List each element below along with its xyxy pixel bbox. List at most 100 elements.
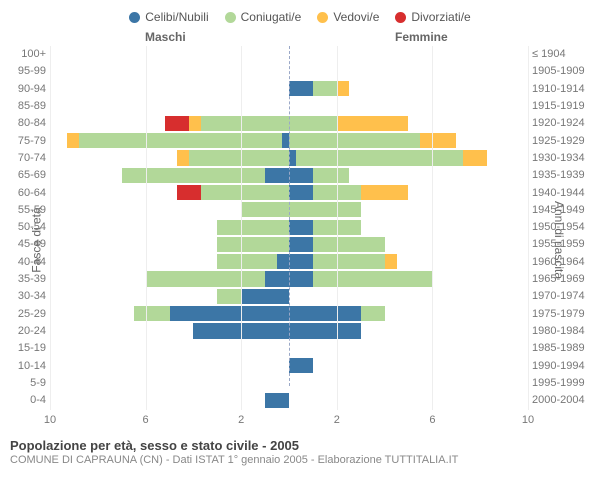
bar-female-single [289, 185, 313, 200]
birth-year-label: 1905-1909 [532, 66, 600, 77]
bar-male-single [265, 393, 289, 408]
birth-year-label: 1950-1954 [532, 222, 600, 233]
bar-female-married [313, 271, 433, 286]
bar-female-widowed [463, 150, 487, 165]
legend-label: Celibi/Nubili [145, 10, 208, 24]
bar-female-single [289, 237, 313, 252]
chart-area: Fasce di età Anni di nascita 100+95-9990… [0, 46, 600, 434]
bar-male-single [265, 168, 289, 183]
birth-year-label: 1910-1914 [532, 84, 600, 95]
bar-female-single [289, 271, 313, 286]
age-label: 0-4 [0, 395, 46, 406]
birth-year-label: 1985-1989 [532, 343, 600, 354]
bar-male-married [217, 220, 289, 235]
age-label: 90-94 [0, 84, 46, 95]
age-label: 35-39 [0, 274, 46, 285]
gridline [146, 46, 147, 410]
age-label: 15-19 [0, 343, 46, 354]
gridline [528, 46, 529, 410]
age-label: 55-59 [0, 205, 46, 216]
age-label: 30-34 [0, 291, 46, 302]
male-header: Maschi [145, 30, 186, 44]
bar-male-single [265, 271, 289, 286]
bar-male-single [277, 254, 289, 269]
bar-male-married [241, 202, 289, 217]
bar-female-married [313, 168, 349, 183]
legend-swatch [395, 12, 406, 23]
chart-subtitle: COMUNE DI CAPRAUNA (CN) - Dati ISTAT 1° … [10, 454, 590, 466]
chart-title: Popolazione per età, sesso e stato civil… [10, 438, 590, 453]
age-label: 25-29 [0, 309, 46, 320]
x-tick-label: 6 [143, 414, 149, 426]
age-label: 100+ [0, 49, 46, 60]
bar-female-single [289, 306, 361, 321]
birth-year-label: 1980-1984 [532, 326, 600, 337]
age-label: 70-74 [0, 153, 46, 164]
legend-swatch [129, 12, 140, 23]
legend-item: Coniugati/e [225, 10, 302, 24]
x-tick-label: 10 [522, 414, 534, 426]
age-label: 20-24 [0, 326, 46, 337]
population-row [50, 392, 528, 409]
birth-year-label: 1920-1924 [532, 118, 600, 129]
birth-year-label: 1975-1979 [532, 309, 600, 320]
plot-area [50, 46, 528, 410]
age-label: 65-69 [0, 170, 46, 181]
female-header: Femmine [395, 30, 448, 44]
legend-item: Vedovi/e [317, 10, 379, 24]
centerline [289, 46, 290, 386]
bar-male-single [241, 289, 289, 304]
bar-female-single [289, 358, 313, 373]
bar-female-single [289, 81, 313, 96]
bar-male-divorced [165, 116, 189, 131]
birth-year-label: 2000-2004 [532, 395, 600, 406]
birth-year-label: 1935-1939 [532, 170, 600, 181]
birth-year-label: 1945-1949 [532, 205, 600, 216]
x-tick-label: 6 [429, 414, 435, 426]
x-tick-label: 2 [334, 414, 340, 426]
bar-male-widowed [67, 133, 79, 148]
bar-female-married [313, 254, 385, 269]
birth-year-label: 1970-1974 [532, 291, 600, 302]
gridline [241, 46, 242, 410]
bar-female-widowed [337, 116, 409, 131]
birth-year-label: 1930-1934 [532, 153, 600, 164]
bar-male-married [201, 185, 289, 200]
gridline [337, 46, 338, 410]
age-label: 10-14 [0, 361, 46, 372]
chart-container: Celibi/Nubili Coniugati/e Vedovi/e Divorzia… [0, 0, 600, 500]
bar-female-married [313, 81, 337, 96]
bar-male-widowed [177, 150, 189, 165]
header-labels: Maschi Femmine [0, 30, 600, 46]
bar-male-single [282, 133, 289, 148]
bar-male-widowed [189, 116, 201, 131]
x-tick-label: 2 [238, 414, 244, 426]
legend-swatch [317, 12, 328, 23]
bar-male-married [79, 133, 282, 148]
age-label: 80-84 [0, 118, 46, 129]
bar-female-widowed [420, 133, 456, 148]
birth-year-label: ≤ 1904 [532, 49, 600, 60]
legend-label: Coniugati/e [241, 10, 302, 24]
bar-female-widowed [337, 81, 349, 96]
age-label: 5-9 [0, 378, 46, 389]
bar-female-married [289, 116, 337, 131]
x-tick-label: 10 [44, 414, 56, 426]
bar-female-married [296, 150, 463, 165]
birth-year-label: 1925-1929 [532, 136, 600, 147]
bar-female-single [289, 150, 296, 165]
age-label: 75-79 [0, 136, 46, 147]
bar-female-married [361, 306, 385, 321]
age-label: 40-44 [0, 257, 46, 268]
bar-female-widowed [361, 185, 409, 200]
legend-swatch [225, 12, 236, 23]
bar-male-married [217, 289, 241, 304]
legend-item: Celibi/Nubili [129, 10, 208, 24]
birth-year-label: 1940-1944 [532, 188, 600, 199]
birth-year-label: 1955-1959 [532, 239, 600, 250]
bar-female-single [289, 323, 361, 338]
age-label: 45-49 [0, 239, 46, 250]
bar-male-married [217, 254, 277, 269]
birth-year-label: 1960-1964 [532, 257, 600, 268]
legend-item: Divorziati/e [395, 10, 470, 24]
